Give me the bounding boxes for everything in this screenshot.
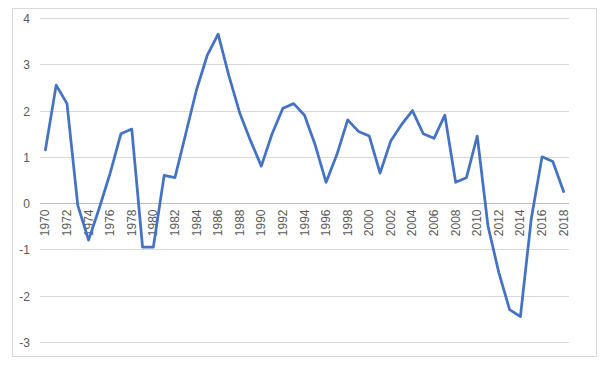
x-tick-label: 1988 bbox=[233, 209, 247, 236]
y-tick-label: 3 bbox=[23, 58, 30, 72]
chart-frame bbox=[13, 9, 597, 357]
x-tick-label: 1996 bbox=[319, 209, 333, 236]
x-tick-label: 2008 bbox=[449, 209, 463, 236]
grid-line bbox=[40, 342, 569, 343]
grid-line bbox=[40, 111, 569, 112]
x-axis-line bbox=[40, 203, 569, 204]
x-tick-label: 2004 bbox=[405, 209, 419, 236]
grid-line bbox=[40, 249, 569, 250]
plot-area bbox=[45, 34, 563, 316]
x-tick-label: 1972 bbox=[60, 209, 74, 236]
x-tick-label: 2002 bbox=[384, 209, 398, 236]
grid-line bbox=[40, 64, 569, 65]
x-tick-label: 1998 bbox=[341, 209, 355, 236]
x-tick-label: 2012 bbox=[492, 209, 506, 236]
y-tick-label: 1 bbox=[23, 151, 30, 165]
x-tick-label: 1986 bbox=[211, 209, 225, 236]
grid-line bbox=[40, 157, 569, 158]
y-tick-label: 0 bbox=[23, 197, 30, 211]
y-tick-label: -3 bbox=[19, 336, 30, 350]
x-tick-label: 1990 bbox=[254, 209, 268, 236]
x-tick-label: 1994 bbox=[298, 209, 312, 236]
data-line bbox=[45, 34, 563, 316]
x-tick-label: 2006 bbox=[427, 209, 441, 236]
x-tick-label: 1976 bbox=[103, 209, 117, 236]
x-tick-label: 1984 bbox=[190, 209, 204, 236]
grid-line bbox=[40, 296, 569, 297]
y-tick-label: 4 bbox=[23, 12, 30, 26]
grid-line bbox=[40, 18, 569, 19]
x-tick-label: 1982 bbox=[168, 209, 182, 236]
x-tick-label: 1992 bbox=[276, 209, 290, 236]
x-tick-label: 2010 bbox=[470, 209, 484, 236]
x-tick-label: 2018 bbox=[557, 209, 571, 236]
x-tick-label: 2016 bbox=[535, 209, 549, 236]
x-tick-label: 1978 bbox=[125, 209, 139, 236]
y-tick-label: -1 bbox=[19, 243, 30, 257]
y-tick-label: 2 bbox=[23, 105, 30, 119]
y-tick-label: -2 bbox=[19, 290, 30, 304]
x-tick-label: 1970 bbox=[38, 209, 52, 236]
x-tick-label: 2014 bbox=[513, 209, 527, 236]
x-tick-label: 2000 bbox=[362, 209, 376, 236]
